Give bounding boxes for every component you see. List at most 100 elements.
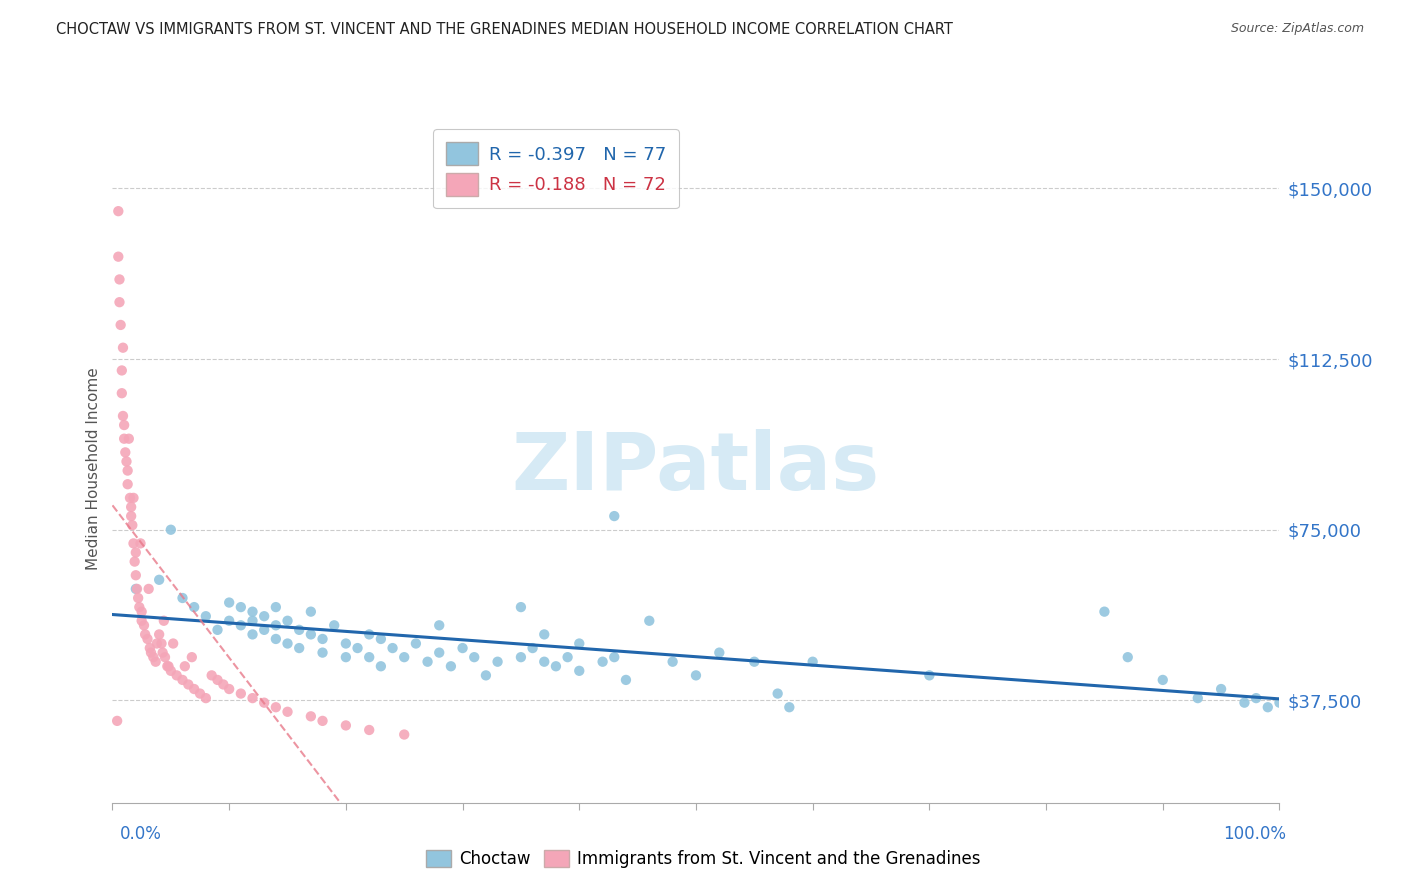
Point: [533, 655, 555, 669]
Text: 100.0%: 100.0%: [1223, 825, 1286, 843]
Point: [157, 659, 180, 673]
Point: [381, 641, 404, 656]
Point: [276, 705, 298, 719]
Point: [160, 523, 183, 537]
Point: [150, 636, 173, 650]
Point: [212, 677, 235, 691]
Point: [117, 477, 139, 491]
Point: [112, 418, 135, 433]
Point: [173, 659, 195, 673]
Point: [299, 709, 322, 723]
Point: [121, 518, 143, 533]
Point: [145, 655, 167, 669]
Point: [172, 673, 194, 687]
Point: [427, 646, 450, 660]
Point: [392, 727, 416, 741]
Point: [709, 646, 731, 660]
Point: [152, 646, 174, 660]
Point: [685, 668, 707, 682]
Point: [242, 691, 264, 706]
Point: [125, 582, 148, 596]
Point: [160, 664, 183, 678]
Point: [557, 650, 579, 665]
Point: [162, 636, 184, 650]
Point: [229, 618, 252, 632]
Point: [111, 341, 134, 355]
Point: [172, 591, 194, 605]
Point: [188, 687, 211, 701]
Point: [1244, 691, 1267, 706]
Point: [111, 386, 134, 401]
Point: [131, 614, 153, 628]
Point: [122, 491, 145, 505]
Text: 0.0%: 0.0%: [120, 825, 162, 843]
Point: [416, 655, 439, 669]
Point: [264, 632, 287, 646]
Point: [194, 609, 217, 624]
Point: [148, 573, 170, 587]
Point: [129, 536, 152, 550]
Point: [405, 636, 427, 650]
Point: [125, 545, 148, 559]
Point: [183, 681, 205, 696]
Point: [288, 623, 311, 637]
Point: [568, 664, 591, 678]
Legend: R = -0.397   N = 77, R = -0.188   N = 72: R = -0.397 N = 77, R = -0.188 N = 72: [433, 129, 679, 209]
Point: [156, 659, 179, 673]
Point: [153, 650, 176, 665]
Point: [661, 655, 683, 669]
Point: [335, 636, 357, 650]
Text: ZIPatlas: ZIPatlas: [512, 429, 880, 508]
Point: [1257, 700, 1279, 714]
Point: [108, 295, 131, 310]
Text: Source: ZipAtlas.com: Source: ZipAtlas.com: [1230, 22, 1364, 36]
Point: [218, 614, 240, 628]
Point: [603, 650, 626, 665]
Point: [253, 609, 276, 624]
Point: [311, 714, 333, 728]
Point: [242, 627, 264, 641]
Point: [276, 614, 298, 628]
Point: [229, 687, 252, 701]
Point: [323, 618, 346, 632]
Point: [242, 605, 264, 619]
Point: [392, 650, 416, 665]
Point: [218, 681, 240, 696]
Point: [370, 659, 392, 673]
Point: [120, 509, 142, 524]
Point: [131, 605, 153, 619]
Point: [451, 641, 474, 656]
Point: [475, 668, 498, 682]
Point: [120, 500, 142, 514]
Point: [177, 677, 200, 691]
Point: [114, 445, 136, 459]
Point: [139, 646, 162, 660]
Point: [111, 409, 134, 423]
Point: [153, 614, 176, 628]
Point: [1152, 673, 1174, 687]
Point: [112, 432, 135, 446]
Point: [288, 641, 311, 656]
Y-axis label: Median Household Income: Median Household Income: [86, 367, 101, 570]
Point: [486, 655, 509, 669]
Point: [264, 600, 287, 615]
Point: [115, 454, 138, 468]
Point: [136, 632, 159, 646]
Point: [522, 641, 544, 656]
Point: [105, 714, 128, 728]
Point: [125, 582, 148, 596]
Point: [427, 618, 450, 632]
Point: [146, 636, 169, 650]
Point: [118, 491, 141, 505]
Point: [766, 687, 789, 701]
Point: [1268, 696, 1291, 710]
Point: [124, 555, 146, 569]
Point: [107, 250, 129, 264]
Point: [253, 696, 276, 710]
Point: [194, 691, 217, 706]
Point: [311, 646, 333, 660]
Point: [299, 605, 322, 619]
Point: [128, 600, 150, 615]
Point: [148, 627, 170, 641]
Point: [359, 627, 381, 641]
